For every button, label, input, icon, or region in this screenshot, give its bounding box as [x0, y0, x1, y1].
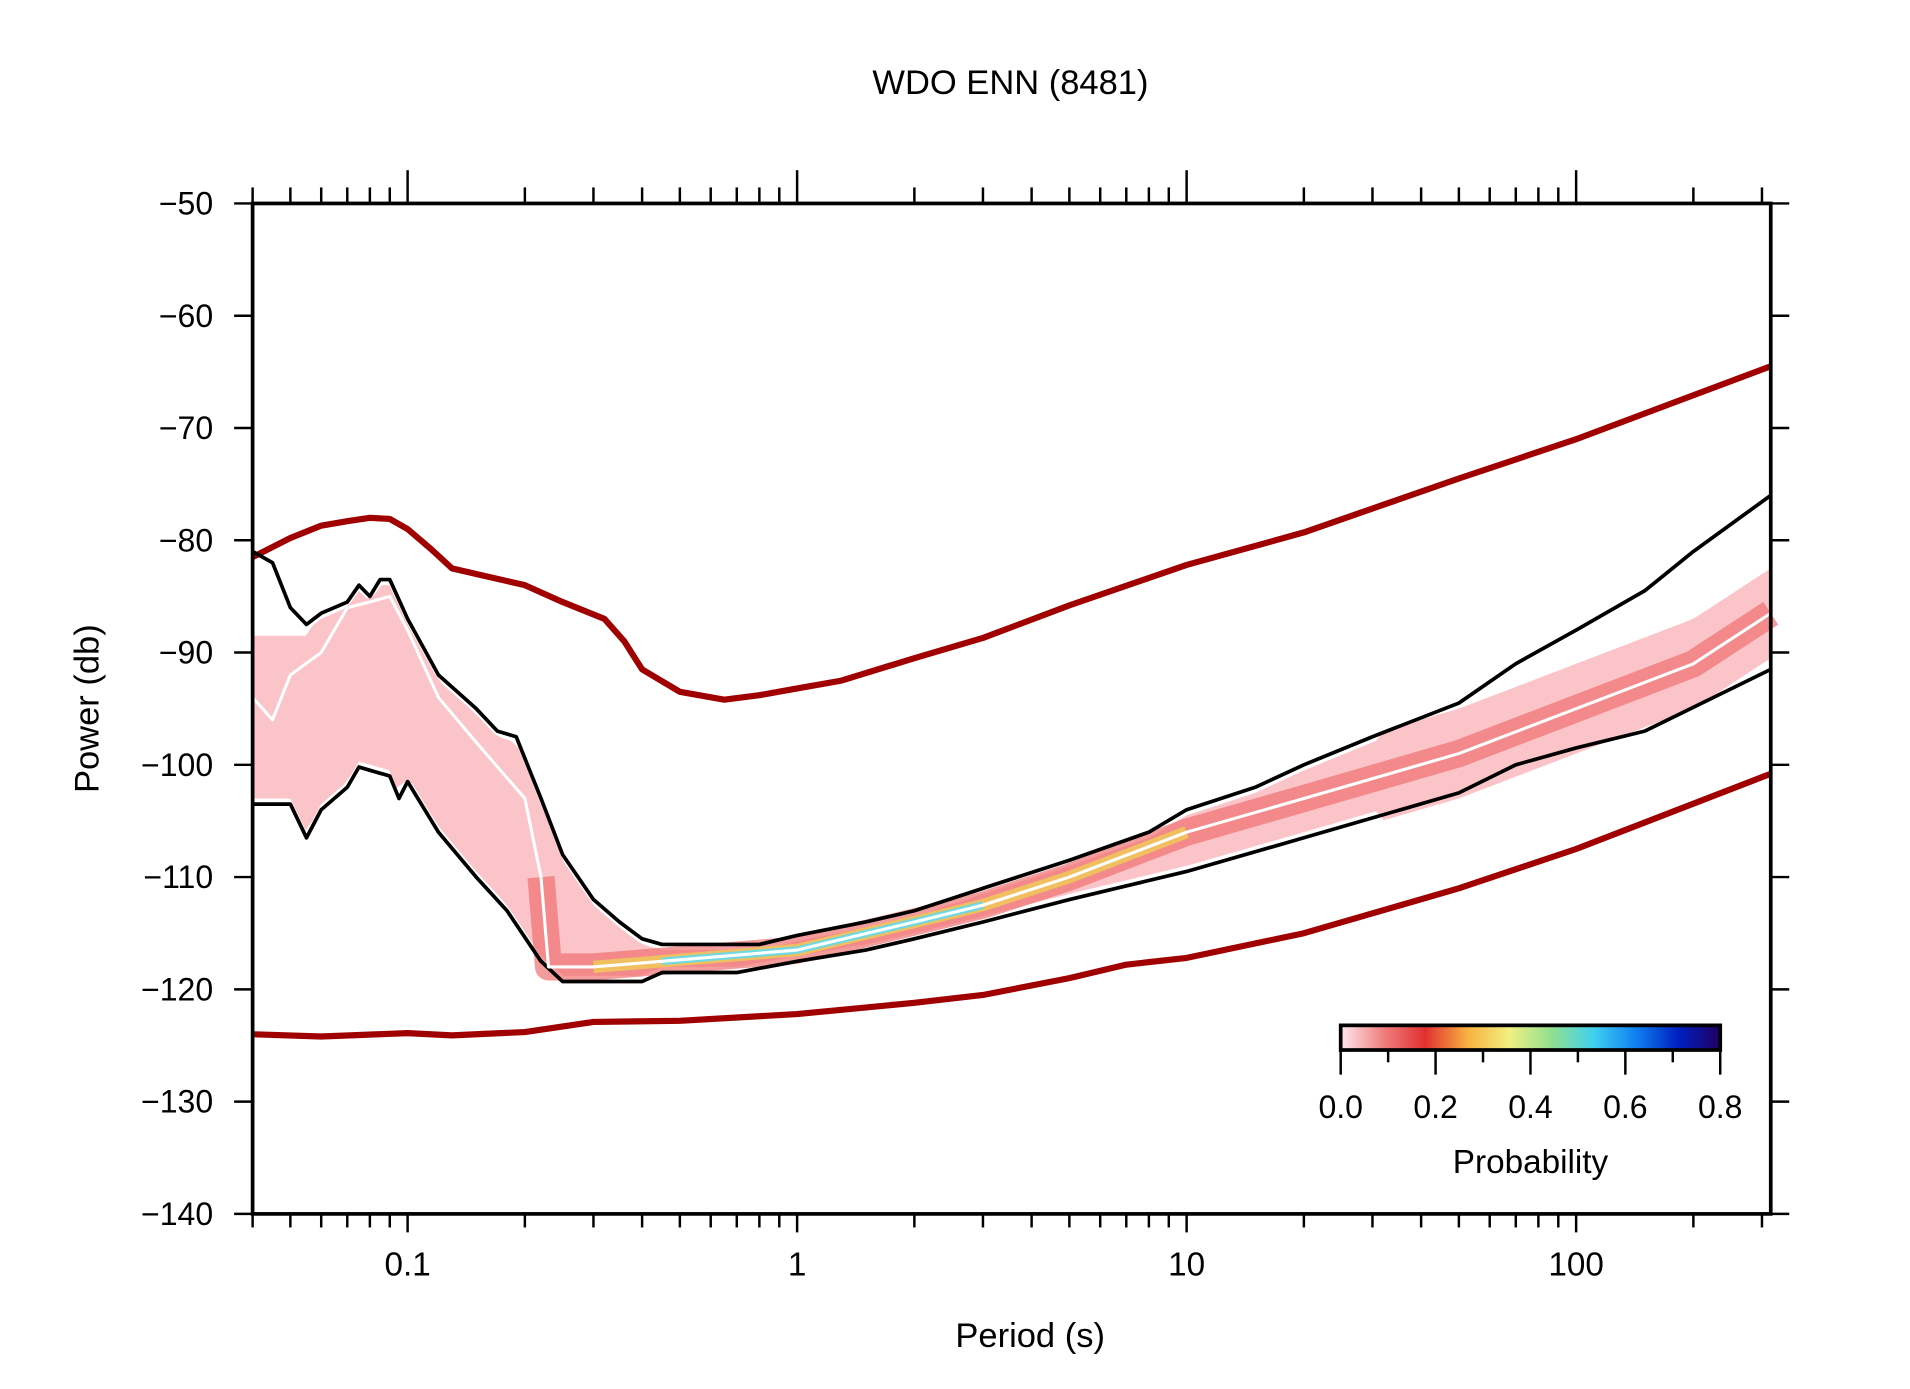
line-upper_percentile — [251, 493, 1772, 947]
colorbar-tick-label: 0.6 — [1603, 1089, 1648, 1125]
line-low_noise_model — [252, 770, 1772, 1040]
x-tick-label: 0.1 — [384, 1247, 430, 1284]
plot-frame — [250, 201, 1773, 1216]
y-tick-label: −110 — [143, 859, 213, 895]
y-tick-label: −60 — [159, 298, 213, 334]
x-tick-label: 100 — [1548, 1247, 1604, 1284]
line-lower_percentile — [252, 667, 1772, 984]
y-tick-label: −120 — [141, 971, 213, 1007]
colorbar: Probability 0.0 0.2 0.4 0.6 0.8 — [1318, 1023, 1743, 1181]
y-tick-label: −100 — [141, 747, 213, 783]
chart-title: WDO ENN (8481) — [872, 64, 1148, 102]
axes: −50 −60 −70 −80 −90 −100 −110 −120 −130 −140 0.1 1 1… — [141, 170, 1790, 1284]
colorbar-tick-label: 0.8 — [1698, 1089, 1743, 1125]
y-tick-label: −140 — [141, 1196, 213, 1232]
y-tick-label: −70 — [159, 410, 213, 446]
line-median — [251, 594, 1772, 969]
line-high_noise_model — [251, 363, 1772, 703]
y-tick-label: −90 — [159, 635, 213, 671]
series-lines — [251, 363, 1772, 1040]
x-tick-label: 1 — [788, 1247, 807, 1284]
y-axis-label: Power (db) — [69, 624, 107, 793]
y-tick-label: −130 — [141, 1084, 213, 1120]
colorbar-tick-label: 0.4 — [1508, 1089, 1553, 1125]
colorbar-tick-label: 0.0 — [1318, 1089, 1363, 1125]
colorbar-tick-label: 0.2 — [1413, 1089, 1458, 1125]
colorbar-label: Probability — [1453, 1144, 1609, 1181]
x-tick-label: 10 — [1168, 1247, 1205, 1284]
x-axis-label: Period (s) — [955, 1317, 1105, 1355]
y-tick-label: −50 — [159, 186, 213, 222]
colorbar-gradient — [1338, 1023, 1723, 1052]
y-tick-label: −80 — [159, 522, 213, 558]
